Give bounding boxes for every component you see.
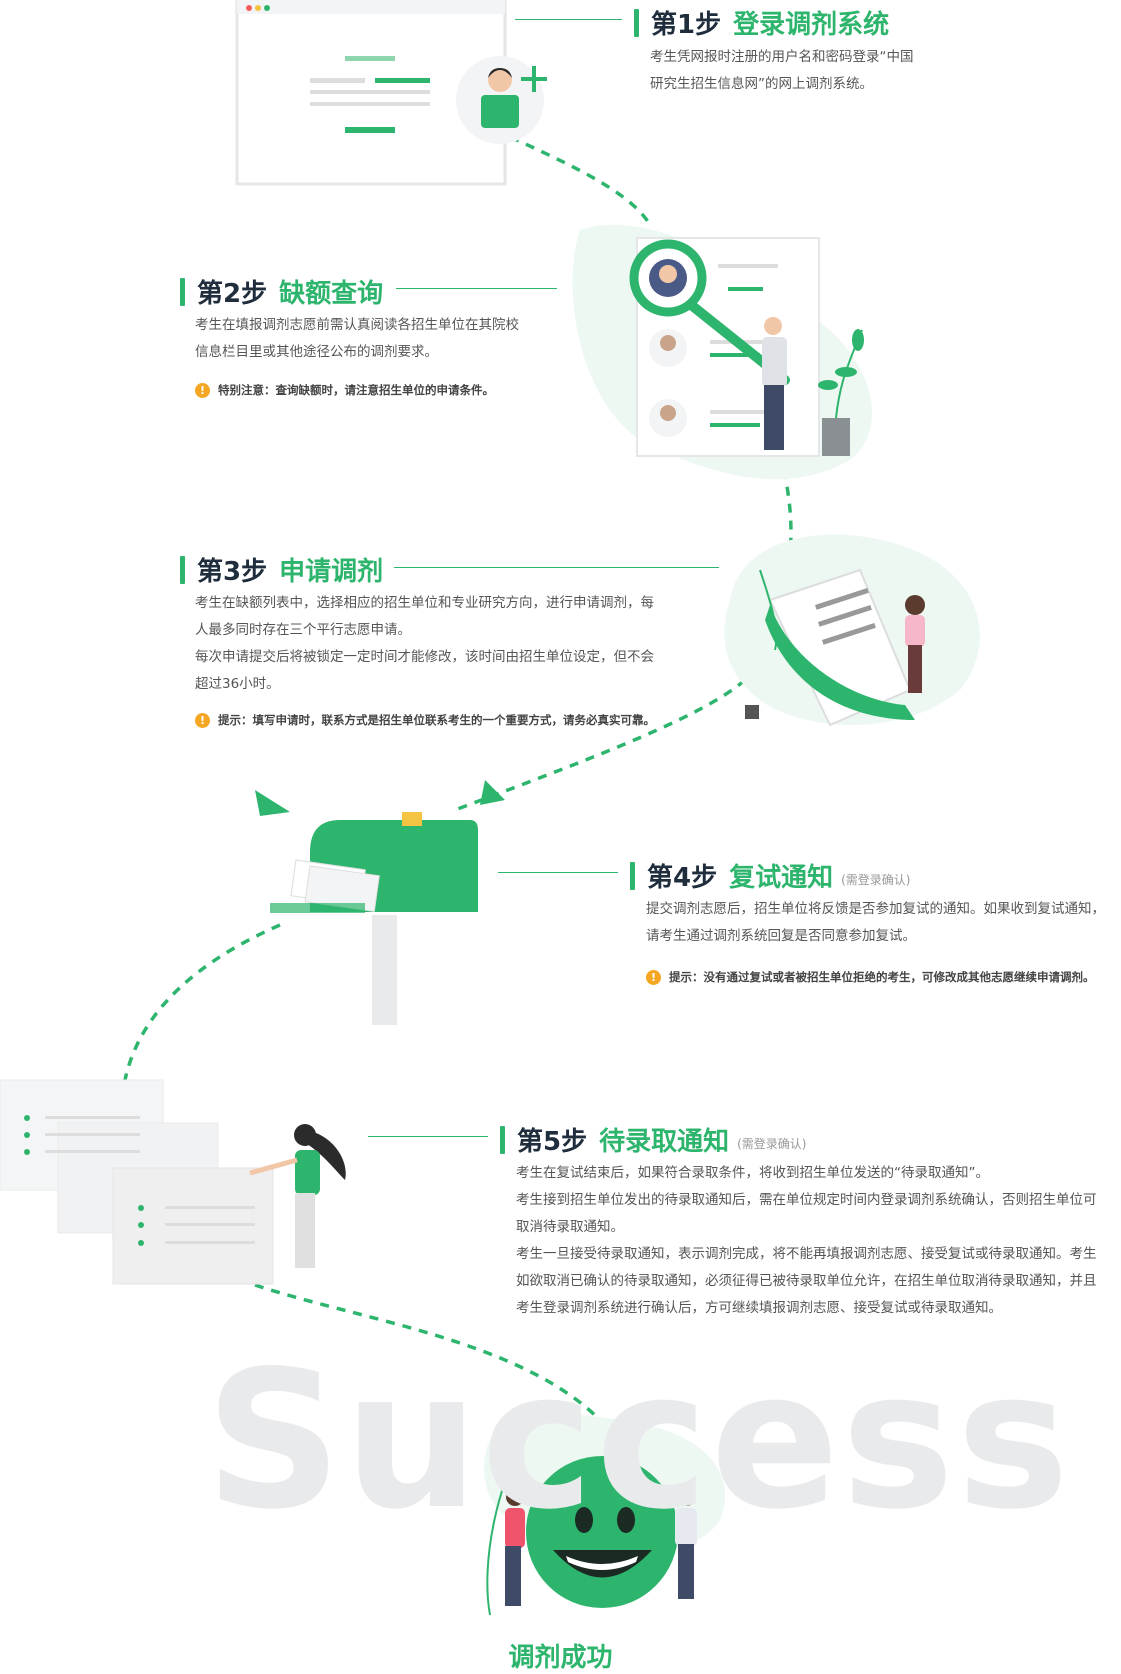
step2-accent-bar — [180, 277, 185, 306]
step4-description: 提交调剂志愿后，招生单位将反馈是否参加复试的通知。如果收到复试通知， 请考生通过… — [646, 896, 1121, 950]
step2-tip: ! 特别注意：查询缺额时，请注意招生单位的申请条件。 — [195, 382, 494, 398]
dashed-progress-path — [123, 128, 793, 1422]
step4-title: 第4步 复试通知 (需登录确认) — [630, 857, 910, 894]
apply-illustration — [724, 534, 980, 727]
step5-desc-line: 考生登录调剂系统进行确认后，方可继续填报调剂志愿、接受复试或待录取通知。 — [516, 1300, 1002, 1316]
step4-number: 第4步 — [647, 863, 718, 893]
step3-accent-bar — [180, 555, 185, 584]
step4-tip: ! 提示：没有通过复试或者被招生单位拒绝的考生，可修改成其他志愿继续申请调剂。 — [646, 969, 1095, 985]
step3-tip: ! 提示：填写申请时，联系方式是招生单位联系考生的一个重要方式，请务必真实可靠。 — [195, 712, 655, 728]
cards-illustration — [0, 1079, 346, 1285]
success-illustration — [484, 1414, 726, 1616]
warning-icon: ! — [195, 712, 210, 728]
step1-number: 第1步 — [651, 10, 722, 40]
step5-desc-line: 考生接到招生单位发出的待录取通知后，需在单位规定时间内登录调剂系统确认，否则招生… — [516, 1192, 1097, 1208]
step1-title: 第1步 登录调剂系统 — [634, 4, 889, 41]
step5-description: 考生在复试结束后，如果符合录取条件，将收到招生单位发送的“待录取通知”。 考生接… — [516, 1160, 1121, 1322]
step4-accent-bar — [630, 861, 635, 890]
step2-name: 缺额查询 — [279, 279, 384, 309]
step3-desc-line: 考生在缺额列表中，选择相应的招生单位和专业研究方向，进行申请调剂，每 — [195, 595, 654, 611]
step2-description: 考生在填报调剂志愿前需认真阅读各招生单位在其院校 信息栏目里或其他途径公布的调剂… — [195, 312, 615, 366]
step5-accent-bar — [500, 1125, 505, 1154]
mailbox-illustration — [255, 780, 505, 1025]
step3-desc-line: 人最多同时存在三个平行志愿申请。 — [195, 622, 411, 638]
step5-desc-line: 考生在复试结束后，如果符合录取条件，将收到招生单位发送的“待录取通知”。 — [516, 1165, 989, 1181]
step1-desc-line: 研究生招生信息网”的网上调剂系统。 — [650, 76, 873, 92]
warning-icon: ! — [195, 382, 210, 398]
step5-login-note: (需登录确认) — [737, 1137, 807, 1151]
step1-accent-bar — [634, 8, 639, 37]
step5-number: 第5步 — [517, 1127, 588, 1157]
step4-connector-line — [498, 872, 618, 873]
step2-tip-text: 特别注意：查询缺额时，请注意招生单位的申请条件。 — [218, 383, 494, 397]
step1-name: 登录调剂系统 — [733, 10, 890, 40]
step4-desc-line: 提交调剂志愿后，招生单位将反馈是否参加复试的通知。如果收到复试通知， — [646, 901, 1105, 917]
step3-connector-line — [394, 567, 719, 568]
step5-desc-line: 如欲取消已确认的待录取通知，必须征得已被待录取单位允许，在招生单位取消待录取通知… — [516, 1273, 1097, 1289]
step5-desc-line: 取消待录取通知。 — [516, 1219, 624, 1235]
step3-desc-line: 超过36小时。 — [195, 676, 280, 692]
step1-description: 考生凭网报时注册的用户名和密码登录“中国 研究生招生信息网”的网上调剂系统。 — [650, 44, 1070, 98]
step5-name: 待录取通知 — [599, 1127, 730, 1157]
success-watermark: Success — [205, 1330, 1072, 1551]
step1-desc-line: 考生凭网报时注册的用户名和密码登录“中国 — [650, 49, 914, 65]
step3-title: 第3步 申请调剂 — [180, 551, 383, 588]
step4-tip-text: 提示：没有通过复试或者被招生单位拒绝的考生，可修改成其他志愿继续申请调剂。 — [669, 970, 1095, 984]
step5-desc-line: 考生一旦接受待录取通知，表示调剂完成，将不能再填报调剂志愿、接受复试或待录取通知… — [516, 1246, 1097, 1262]
step3-number: 第3步 — [197, 557, 268, 587]
step2-connector-line — [396, 288, 557, 289]
search-illustration — [572, 224, 873, 480]
step1-connector-line — [515, 19, 622, 20]
step3-description: 考生在缺额列表中，选择相应的招生单位和专业研究方向，进行申请调剂，每 人最多同时… — [195, 590, 685, 698]
login-illustration — [235, 0, 547, 186]
step4-desc-line: 请考生通过调剂系统回复是否同意参加复试。 — [646, 928, 916, 944]
step3-name: 申请调剂 — [279, 557, 384, 587]
final-success-label: 调剂成功 — [508, 1643, 613, 1673]
step2-desc-line: 信息栏目里或其他途径公布的调剂要求。 — [195, 344, 438, 360]
step5-connector-line — [368, 1136, 488, 1137]
step2-title: 第2步 缺额查询 — [180, 273, 383, 310]
step2-number: 第2步 — [197, 279, 268, 309]
step4-name: 复试通知 — [729, 863, 834, 893]
step5-title: 第5步 待录取通知 (需登录确认) — [500, 1121, 806, 1158]
step4-login-note: (需登录确认) — [841, 873, 911, 887]
step3-tip-text: 提示：填写申请时，联系方式是招生单位联系考生的一个重要方式，请务必真实可靠。 — [218, 713, 655, 727]
warning-icon: ! — [646, 969, 661, 985]
step2-desc-line: 考生在填报调剂志愿前需认真阅读各招生单位在其院校 — [195, 317, 519, 333]
step3-desc-line: 每次申请提交后将被锁定一定时间才能修改，该时间由招生单位设定，但不会 — [195, 649, 654, 665]
